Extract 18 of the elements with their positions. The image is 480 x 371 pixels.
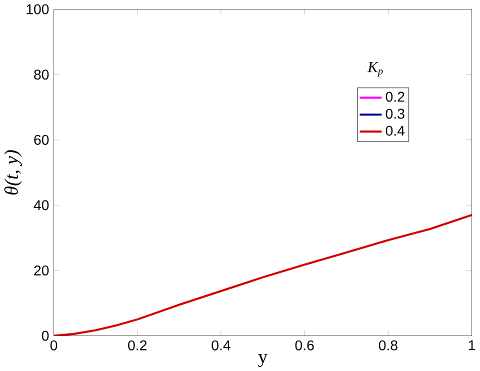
legend-label: 0.4 (386, 126, 405, 136)
y-tick-label: 100 (26, 4, 49, 14)
y-tick-label: 60 (34, 134, 49, 145)
y-tick-label: 0 (42, 330, 49, 341)
x-tick-label: 0.6 (295, 340, 314, 350)
y-tick-label: 80 (34, 69, 49, 80)
legend-label: 0.2 (386, 92, 404, 102)
x-tick-label: 1 (468, 340, 476, 350)
legend-label: 0.3 (386, 108, 404, 119)
x-tick-label: 0 (50, 340, 58, 350)
y-tick-label: 20 (34, 265, 49, 276)
x-tick-label: 0.8 (378, 340, 398, 350)
x-tick-label: 0.2 (128, 340, 147, 350)
x-tick-label: 0.4 (212, 340, 230, 350)
y-axis-title: θ(t, y) (4, 150, 22, 194)
legend-title: K$_{p}$ (367, 62, 383, 76)
y-tick-label: 40 (34, 200, 49, 210)
x-axis-title: y (258, 354, 268, 367)
